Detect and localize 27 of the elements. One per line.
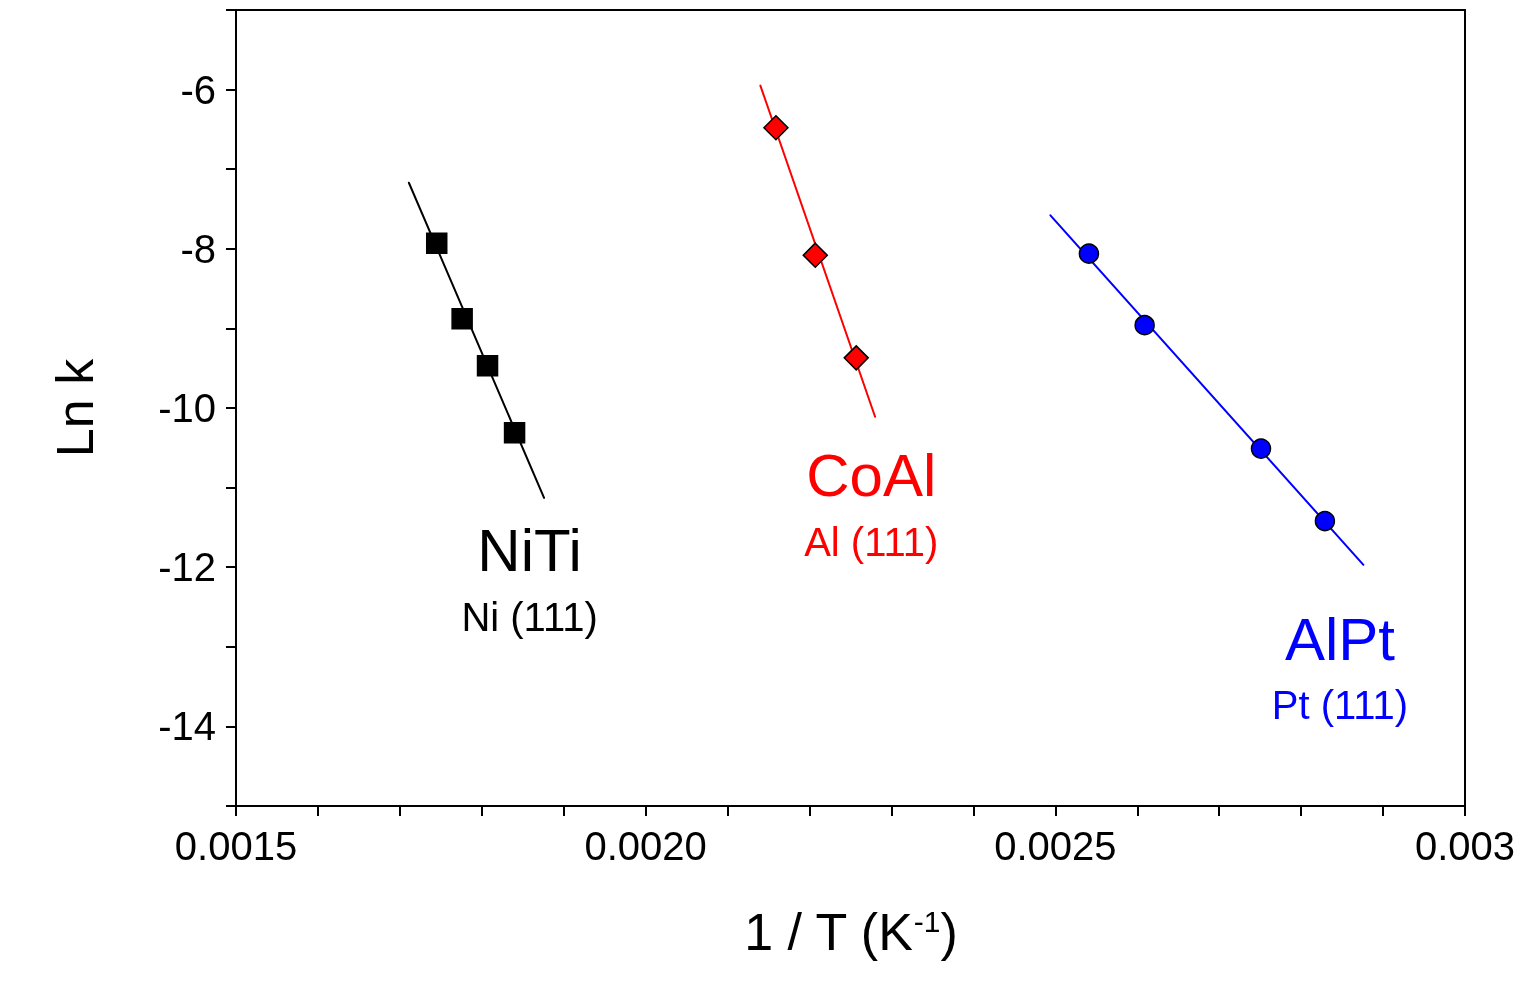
x-tick-label: 0.0015 xyxy=(174,824,298,868)
annotation: Pt (111) xyxy=(1271,683,1409,728)
point xyxy=(476,355,499,377)
y-tick-label: -14 xyxy=(158,704,216,749)
point xyxy=(1314,510,1336,532)
series-label: CoAl xyxy=(806,442,937,510)
series-label: AlPt xyxy=(1284,605,1396,673)
point xyxy=(1078,243,1100,264)
y-tick-label: -8 xyxy=(180,226,216,271)
series-label: NiTi xyxy=(477,517,582,585)
point xyxy=(1134,314,1155,336)
annotation: Al (111) xyxy=(804,519,939,564)
y-axis-title: Ln k xyxy=(46,357,104,458)
annotation: Ni (111) xyxy=(461,594,598,639)
point xyxy=(843,345,869,371)
x-tick-label: 0.0020 xyxy=(584,824,707,868)
point xyxy=(1250,438,1272,459)
point xyxy=(802,242,829,268)
x-tick-label: 0.0025 xyxy=(994,824,1117,868)
y-tick-label: -12 xyxy=(158,545,216,590)
y-tick-label: -10 xyxy=(158,386,216,430)
point xyxy=(503,421,526,444)
point xyxy=(425,232,448,254)
x-tick-label: 0.003 xyxy=(1414,824,1516,868)
point xyxy=(763,115,789,141)
y-tick-label: -6 xyxy=(180,67,216,112)
point xyxy=(451,308,473,330)
